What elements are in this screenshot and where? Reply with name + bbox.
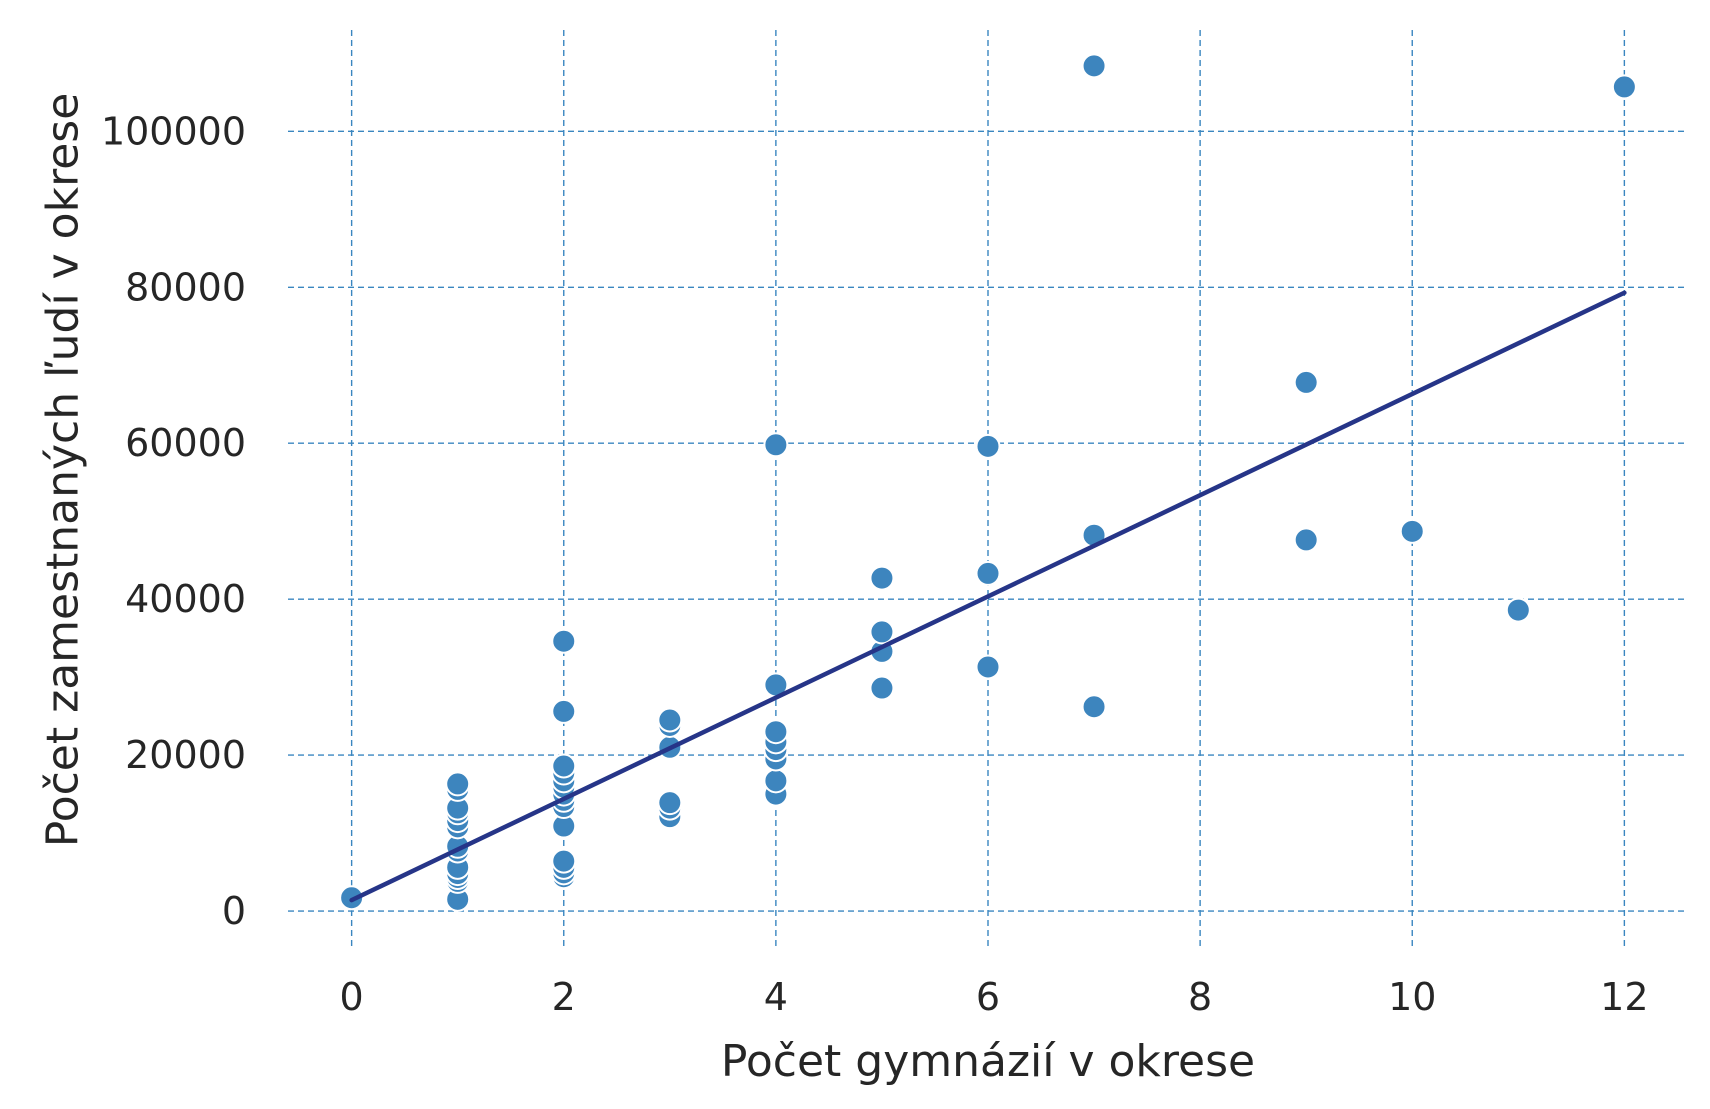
data-point bbox=[763, 432, 789, 458]
data-point bbox=[763, 768, 789, 794]
data-point bbox=[869, 619, 895, 645]
data-point bbox=[551, 698, 577, 724]
data-point bbox=[657, 707, 683, 733]
data-point bbox=[869, 565, 895, 591]
x-tick-label: 8 bbox=[1188, 975, 1212, 1019]
grid bbox=[288, 30, 1688, 950]
data-point bbox=[445, 771, 471, 797]
regression-line-group bbox=[349, 290, 1627, 903]
x-tick-label: 2 bbox=[552, 975, 576, 1019]
data-points bbox=[339, 53, 1637, 912]
data-point bbox=[1081, 53, 1107, 79]
y-tick-label: 60000 bbox=[125, 421, 246, 465]
y-tick-label: 20000 bbox=[125, 733, 246, 777]
x-tick-label: 0 bbox=[340, 975, 364, 1019]
y-tick-label: 80000 bbox=[125, 265, 246, 309]
data-point bbox=[975, 433, 1001, 459]
regression-line bbox=[349, 290, 1627, 903]
data-point bbox=[551, 628, 577, 654]
data-point bbox=[763, 719, 789, 745]
data-point bbox=[551, 848, 577, 874]
data-point bbox=[975, 654, 1001, 680]
y-tick-label: 0 bbox=[222, 889, 246, 933]
x-axis-label: Počet gymnázií v okrese bbox=[721, 1036, 1255, 1087]
y-tick-label: 40000 bbox=[125, 577, 246, 621]
tick-labels: 0 2 4 6 8 10 12 0 20000 40000 60000 80000 100000 bbox=[101, 109, 1649, 1019]
data-point bbox=[551, 753, 577, 779]
data-point bbox=[975, 560, 1001, 586]
data-point bbox=[1505, 597, 1531, 623]
x-tick-label: 4 bbox=[764, 975, 788, 1019]
data-point bbox=[1611, 74, 1637, 100]
data-point bbox=[869, 675, 895, 701]
data-point bbox=[1399, 518, 1425, 544]
data-point bbox=[1293, 527, 1319, 553]
y-axis-label: Počet zamestnaných ľudí v okrese bbox=[37, 93, 88, 848]
data-point bbox=[657, 790, 683, 816]
x-tick-label: 6 bbox=[976, 975, 1000, 1019]
y-tick-label: 100000 bbox=[101, 109, 246, 153]
x-tick-label: 12 bbox=[1600, 975, 1648, 1019]
data-point bbox=[1293, 369, 1319, 395]
x-tick-label: 10 bbox=[1388, 975, 1436, 1019]
data-point bbox=[1081, 694, 1107, 720]
